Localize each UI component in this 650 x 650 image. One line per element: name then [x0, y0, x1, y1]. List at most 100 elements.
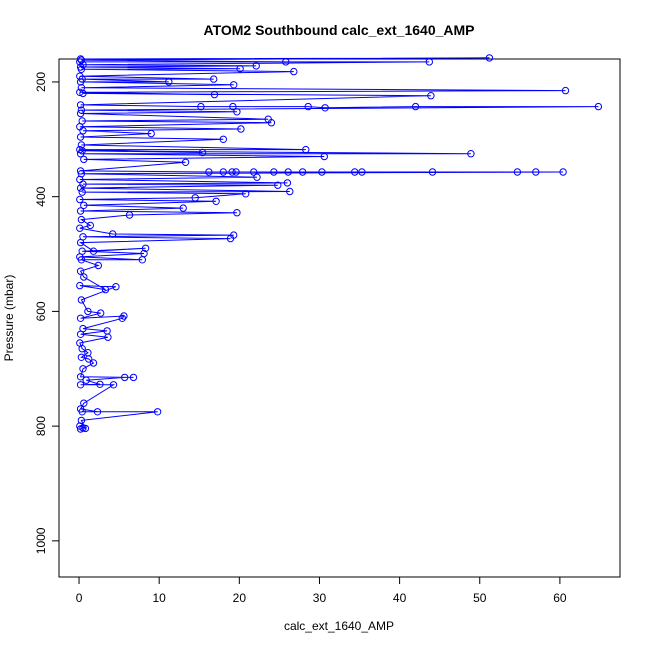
data-point: [76, 184, 85, 192]
x-axis: 0 10 20 30 40 50 60: [76, 576, 567, 605]
data-point: [89, 247, 98, 255]
data-point: [230, 231, 238, 239]
data-point: [198, 148, 207, 157]
data-point: [76, 381, 85, 389]
data-point: [76, 195, 84, 204]
data-point: [250, 168, 258, 176]
data-point: [411, 102, 420, 111]
series-line: [79, 57, 599, 430]
data-point: [121, 373, 129, 382]
data-point: [147, 129, 155, 138]
data-point: [427, 92, 435, 100]
x-tick-label: 30: [313, 591, 327, 605]
data-point: [320, 152, 328, 161]
data-point: [76, 109, 85, 118]
x-tick-label: 0: [76, 591, 83, 605]
y-tick-label: 600: [34, 301, 48, 321]
data-point: [129, 373, 138, 382]
data-point: [467, 150, 475, 158]
data-point: [76, 55, 85, 63]
data-point: [94, 261, 103, 270]
data-point: [76, 88, 84, 97]
data-point: [351, 168, 359, 176]
data-point: [594, 102, 603, 111]
data-point: [242, 190, 250, 198]
data-point: [233, 209, 241, 217]
data-point: [532, 168, 540, 176]
y-tick-label: 200: [34, 72, 48, 92]
data-point: [77, 106, 86, 114]
data-point: [76, 207, 85, 215]
data-point: [210, 90, 219, 99]
data-point: [428, 168, 437, 176]
data-point: [212, 197, 220, 206]
data-point: [191, 194, 199, 202]
data-point: [304, 102, 312, 111]
data-point: [232, 168, 240, 176]
data-point: [219, 168, 228, 176]
data-point: [76, 267, 85, 275]
data-point: [77, 296, 86, 304]
data-point: [77, 84, 86, 92]
data-point: [84, 307, 92, 316]
data-point: [80, 201, 88, 210]
data-point: [197, 102, 205, 111]
x-tick-label: 20: [233, 591, 247, 605]
data-point: [561, 86, 570, 95]
x-tick-label: 10: [152, 591, 166, 605]
data-point: [78, 247, 86, 255]
x-axis-label: calc_ext_1640_AMP: [284, 619, 394, 633]
data-point: [252, 62, 260, 70]
data-point: [112, 283, 120, 291]
data-point: [228, 168, 236, 176]
data-point: [79, 324, 87, 333]
data-point: [76, 63, 85, 71]
data-point: [140, 249, 148, 258]
data-point: [141, 244, 150, 253]
y-axis: 200 400 600 800 1000: [34, 72, 60, 554]
series-lines: [79, 57, 599, 430]
data-point: [290, 67, 298, 76]
data-point: [89, 359, 98, 367]
data-point: [86, 221, 95, 230]
data-point: [84, 349, 92, 357]
data-point: [76, 314, 85, 322]
data-point: [76, 145, 84, 154]
data-point: [109, 230, 117, 238]
data-point: [76, 281, 84, 290]
y-tick-label: 1000: [34, 527, 48, 554]
data-point: [153, 408, 162, 416]
plot-frame: [58, 58, 621, 578]
data-point: [219, 135, 228, 144]
data-point: [253, 173, 261, 181]
data-point: [96, 380, 104, 388]
data-point: [76, 167, 85, 175]
data-point: [286, 187, 294, 196]
data-point: [165, 78, 173, 86]
data-point: [78, 188, 86, 196]
data-point: [559, 168, 567, 176]
data-point: [77, 141, 86, 149]
data-point: [179, 204, 187, 212]
data-point: [80, 155, 88, 164]
data-point: [103, 327, 111, 335]
data-point: [358, 168, 366, 176]
data-point: [425, 58, 433, 66]
series-points: [76, 54, 603, 433]
x-tick-label: 40: [393, 591, 407, 605]
data-point: [485, 54, 494, 62]
data-point: [233, 108, 241, 116]
chart-title: ATOM2 Southbound calc_ext_1640_AMP: [204, 22, 475, 38]
x-tick-label: 60: [553, 591, 567, 605]
data-point: [76, 133, 85, 141]
data-point: [101, 285, 110, 294]
data-point: [284, 168, 292, 176]
data-point: [205, 168, 213, 176]
data-point: [181, 158, 190, 167]
x-tick-label: 50: [473, 591, 487, 605]
data-point: [76, 373, 85, 381]
data-point: [76, 58, 84, 66]
data-point: [118, 314, 127, 322]
data-point: [298, 168, 307, 176]
